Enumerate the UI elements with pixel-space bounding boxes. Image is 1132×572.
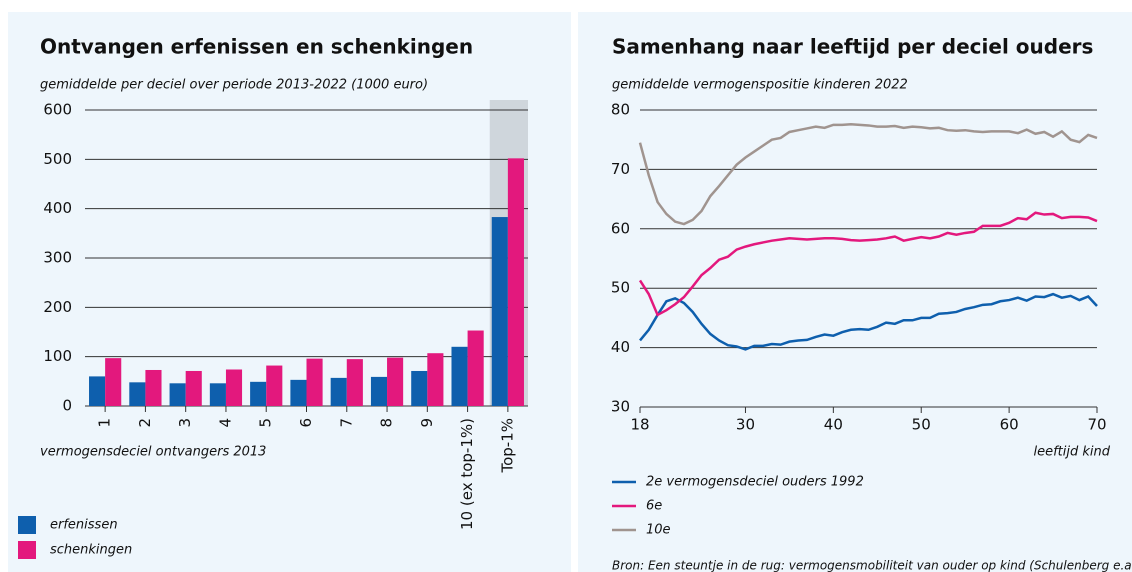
x-tick-label: 50 bbox=[912, 416, 931, 434]
line bbox=[638, 211, 1098, 317]
x-tick-label: 60 bbox=[1000, 416, 1019, 434]
bar bbox=[467, 330, 484, 406]
panel-left bbox=[8, 12, 571, 572]
bar bbox=[387, 357, 404, 406]
x-tick-label: 7 bbox=[337, 418, 355, 428]
bar bbox=[427, 353, 444, 406]
y-tick-label: 80 bbox=[611, 101, 630, 119]
chart-title: Ontvangen erfenissen en schenkingen bbox=[40, 35, 473, 59]
legend-swatch bbox=[18, 541, 36, 559]
bar bbox=[306, 358, 323, 406]
y-tick-label: 60 bbox=[611, 219, 630, 237]
x-tick-label: 40 bbox=[824, 416, 843, 434]
bar bbox=[451, 346, 468, 406]
line bbox=[639, 292, 1098, 351]
bar bbox=[185, 370, 202, 406]
bar bbox=[105, 358, 122, 406]
bar bbox=[491, 217, 508, 406]
legend-swatch bbox=[18, 516, 36, 534]
x-tick-label: 1 bbox=[96, 418, 114, 428]
x-tick-label: 30 bbox=[736, 416, 755, 434]
legend-label: erfenissen bbox=[50, 518, 118, 533]
legend-label: schenkingen bbox=[50, 543, 132, 558]
x-tick-label: 2 bbox=[136, 418, 154, 428]
y-tick-label: 30 bbox=[611, 398, 630, 416]
bar bbox=[266, 365, 283, 406]
x-tick-label: 8 bbox=[378, 418, 396, 428]
bar bbox=[209, 383, 226, 406]
bar bbox=[169, 383, 186, 406]
x-tick-label: 18 bbox=[630, 416, 649, 434]
y-tick-label: 100 bbox=[43, 347, 72, 365]
panel-right bbox=[578, 12, 1132, 572]
x-tick-label: 5 bbox=[257, 418, 275, 428]
y-tick-label: 400 bbox=[43, 199, 72, 217]
bar bbox=[411, 370, 428, 406]
x-tick-label: 4 bbox=[216, 418, 234, 428]
bar bbox=[370, 376, 388, 406]
bar bbox=[290, 379, 307, 406]
legend-label: 10e bbox=[646, 523, 671, 538]
bar bbox=[225, 369, 243, 406]
legend-label: 6e bbox=[646, 499, 662, 514]
y-tick-label: 300 bbox=[43, 249, 72, 267]
bar bbox=[507, 158, 524, 406]
source: Bron: Een steuntje in de rug: vermogensm… bbox=[612, 559, 1132, 572]
x-tick-label: 6 bbox=[297, 418, 315, 428]
subtitle: gemiddelde per deciel over periode 2013-… bbox=[40, 78, 428, 93]
y-tick-label: 200 bbox=[43, 298, 72, 316]
y-tick-label: 50 bbox=[611, 279, 630, 297]
legend-label: 2e vermogensdeciel ouders 1992 bbox=[646, 475, 864, 490]
bar bbox=[145, 369, 162, 406]
x-tick-label: 10 (ex top-1%) bbox=[458, 418, 476, 530]
x-tick-label: Top-1% bbox=[498, 418, 516, 474]
x-tick-label: 3 bbox=[176, 418, 194, 428]
bar bbox=[330, 377, 347, 406]
y-tick-label: 70 bbox=[611, 160, 630, 178]
x-tick-label: 70 bbox=[1087, 416, 1106, 434]
chart-title: Samenhang naar leeftijd per deciel ouder… bbox=[612, 35, 1093, 59]
y-tick-label: 0 bbox=[62, 397, 72, 415]
bar bbox=[89, 376, 106, 406]
bar bbox=[129, 382, 146, 406]
x-tick-label: 9 bbox=[418, 418, 436, 428]
y-tick-label: 600 bbox=[43, 101, 72, 119]
bar bbox=[346, 359, 363, 406]
line bbox=[638, 123, 1098, 226]
x-axis-label: leeftijd kind bbox=[1033, 445, 1110, 460]
x-axis-label: vermogensdeciel ontvangers 2013 bbox=[40, 445, 266, 460]
subtitle: gemiddelde vermogenspositie kinderen 202… bbox=[612, 78, 908, 93]
y-tick-label: 500 bbox=[43, 150, 72, 168]
y-tick-label: 40 bbox=[611, 338, 630, 356]
bar bbox=[250, 381, 267, 406]
